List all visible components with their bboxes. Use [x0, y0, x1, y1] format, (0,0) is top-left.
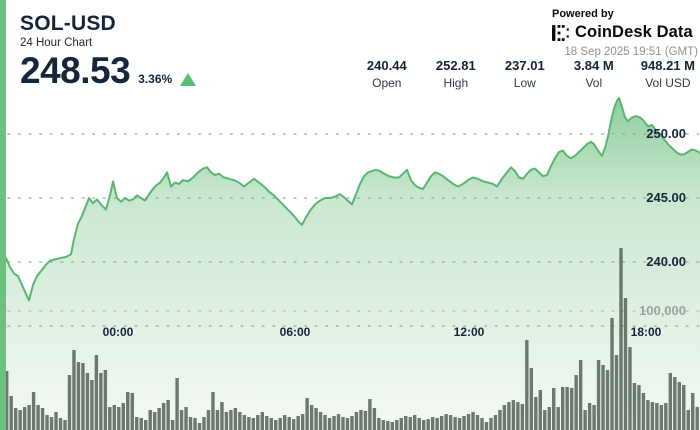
- stat-vol-usd: 948.21 M Vol USD: [641, 58, 695, 90]
- stat-low-label: Low: [513, 76, 536, 90]
- stats-row: 240.44 Open 252.81 High 237.01 Low 3.84 …: [365, 58, 695, 90]
- stat-open-value: 240.44: [366, 58, 407, 73]
- stat-vol-usd-label: Vol USD: [645, 76, 691, 90]
- current-price: 248.53: [20, 50, 131, 92]
- stat-high-label: High: [443, 76, 469, 90]
- change-percent: 3.36%: [138, 72, 173, 87]
- stat-low-value: 237.01: [504, 58, 545, 73]
- stat-vol-usd-value: 948.21 M: [640, 58, 695, 73]
- brand-row: CoinDesk Data: [552, 23, 698, 42]
- symbol-title: SOL-USD: [20, 12, 116, 35]
- stat-vol: 3.84 M Vol: [572, 58, 616, 90]
- chart-subtitle: 24 Hour Chart: [20, 37, 93, 50]
- stat-high-value: 252.81: [435, 58, 476, 73]
- price-line: [5, 97, 700, 302]
- powered-by-block: Powered by CoinDesk Data 18 Sep 2025 19:…: [552, 8, 698, 58]
- stat-low: 237.01 Low: [503, 58, 547, 90]
- volume-bars: [5, 248, 699, 430]
- stat-vol-value: 3.84 M: [573, 58, 614, 73]
- price-row: 248.53 3.36%: [20, 50, 197, 92]
- powered-by-label: Powered by: [552, 8, 614, 20]
- header: SOL-USD 24 Hour Chart 248.53 3.36%: [20, 12, 197, 92]
- stat-vol-label: Vol: [585, 76, 603, 90]
- stat-open: 240.44 Open: [365, 58, 409, 90]
- timestamp: 18 Sep 2025 19:51 (GMT): [564, 46, 698, 58]
- up-arrow-icon: [180, 73, 197, 87]
- brand-name: CoinDesk Data: [575, 23, 693, 41]
- stat-high: 252.81 High: [434, 58, 478, 90]
- stat-open-label: Open: [372, 76, 402, 90]
- coindesk-logo-icon: [552, 24, 569, 41]
- left-accent-bar: [0, 0, 6, 430]
